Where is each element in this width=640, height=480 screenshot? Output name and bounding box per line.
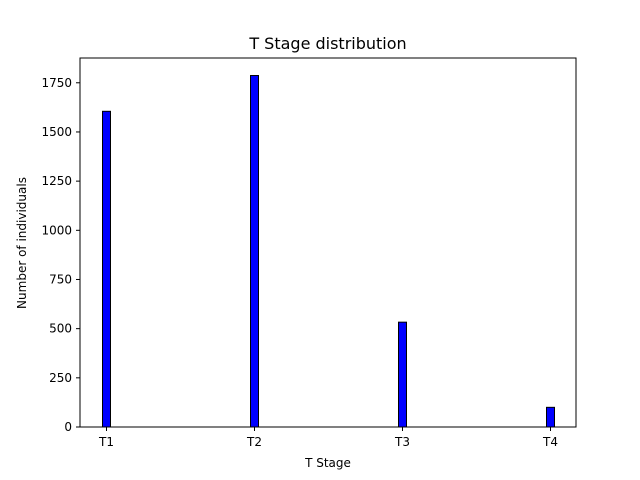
- plot-frame: [79, 57, 577, 428]
- y-tick-label: 1000: [41, 223, 72, 237]
- y-tick-label: 0: [64, 420, 72, 434]
- bar-t1: [102, 110, 111, 428]
- y-tick-label: 750: [49, 272, 72, 286]
- x-axis-ticks: T1 T2 T3 T4: [98, 427, 558, 449]
- y-tick-label: 500: [49, 322, 72, 336]
- y-tick-label: 250: [49, 371, 72, 385]
- y-axis-label: Number of individuals: [15, 177, 29, 309]
- y-tick-label: 1750: [41, 76, 72, 90]
- x-tick-label-t2: T2: [246, 435, 262, 449]
- bar-t4: [546, 406, 555, 428]
- plot-area: [80, 58, 576, 427]
- x-tick-label-t3: T3: [394, 435, 410, 449]
- x-tick-label-t1: T1: [98, 435, 114, 449]
- chart-title: T Stage distribution: [248, 34, 406, 53]
- x-axis-label: T Stage: [304, 456, 351, 470]
- y-tick-label: 1500: [41, 125, 72, 139]
- y-tick-label: 1250: [41, 174, 72, 188]
- bar-t3: [398, 321, 407, 428]
- y-axis-ticks: 0 250 500 750 1000 1250 1500 1750: [41, 76, 80, 434]
- x-tick-label-t4: T4: [542, 435, 558, 449]
- bar-t2: [250, 75, 259, 428]
